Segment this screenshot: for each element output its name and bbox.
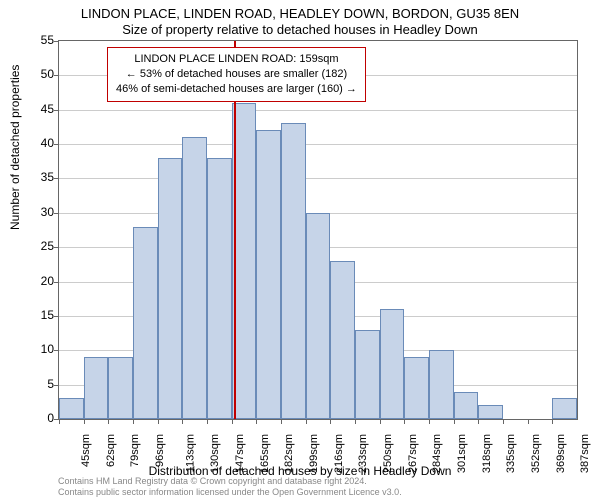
y-tick-label: 50 xyxy=(14,67,54,81)
histogram-bar xyxy=(133,227,158,419)
histogram-bar xyxy=(108,357,133,419)
histogram-bar xyxy=(207,158,232,419)
y-tick-label: 25 xyxy=(14,239,54,253)
histogram-bar xyxy=(84,357,109,419)
histogram-bar xyxy=(306,213,331,419)
y-tick-label: 10 xyxy=(14,342,54,356)
x-tick-mark xyxy=(281,419,282,424)
annotation-box: LINDON PLACE LINDEN ROAD: 159sqm ← 53% o… xyxy=(107,47,366,102)
gridline-h xyxy=(59,178,577,179)
x-tick-mark xyxy=(355,419,356,424)
chart-title-main: LINDON PLACE, LINDEN ROAD, HEADLEY DOWN,… xyxy=(0,6,600,21)
gridline-h xyxy=(59,144,577,145)
y-tick-mark xyxy=(54,247,59,248)
x-tick-label: 301sqm xyxy=(456,434,468,473)
x-tick-label: 318sqm xyxy=(481,434,493,473)
x-tick-label: 267sqm xyxy=(407,434,419,473)
x-tick-label: 216sqm xyxy=(333,434,345,473)
chart-container: LINDON PLACE, LINDEN ROAD, HEADLEY DOWN,… xyxy=(0,0,600,500)
histogram-bar xyxy=(429,350,454,419)
x-tick-mark xyxy=(306,419,307,424)
x-tick-mark xyxy=(232,419,233,424)
annotation-line3: 46% of semi-detached houses are larger (… xyxy=(116,82,357,97)
y-tick-mark xyxy=(54,316,59,317)
y-tick-mark xyxy=(54,385,59,386)
x-tick-label: 233sqm xyxy=(357,434,369,473)
y-tick-label: 30 xyxy=(14,205,54,219)
histogram-bar xyxy=(404,357,429,419)
x-tick-label: 147sqm xyxy=(234,434,246,473)
x-tick-mark xyxy=(256,419,257,424)
y-tick-label: 35 xyxy=(14,170,54,184)
x-tick-mark xyxy=(133,419,134,424)
x-tick-label: 62sqm xyxy=(105,434,117,467)
x-tick-mark xyxy=(182,419,183,424)
x-tick-mark xyxy=(108,419,109,424)
annotation-line2: ← 53% of detached houses are smaller (18… xyxy=(116,67,357,82)
y-tick-mark xyxy=(54,213,59,214)
histogram-bar xyxy=(256,130,281,419)
x-tick-label: 335sqm xyxy=(505,434,517,473)
histogram-bar xyxy=(59,398,84,419)
x-tick-label: 182sqm xyxy=(283,434,295,473)
x-tick-label: 79sqm xyxy=(129,434,141,467)
gridline-h xyxy=(59,110,577,111)
x-tick-label: 96sqm xyxy=(154,434,166,467)
x-tick-label: 199sqm xyxy=(308,434,320,473)
x-tick-mark xyxy=(528,419,529,424)
histogram-bar xyxy=(158,158,183,419)
histogram-bar xyxy=(454,392,479,419)
y-tick-label: 40 xyxy=(14,136,54,150)
y-tick-label: 55 xyxy=(14,33,54,47)
histogram-bar xyxy=(380,309,405,419)
x-tick-mark xyxy=(84,419,85,424)
x-tick-label: 130sqm xyxy=(209,434,221,473)
histogram-bar xyxy=(281,123,306,419)
footer-line1: Contains HM Land Registry data © Crown c… xyxy=(58,476,402,487)
histogram-bar xyxy=(182,137,207,419)
y-tick-mark xyxy=(54,75,59,76)
x-tick-label: 369sqm xyxy=(555,434,567,473)
x-tick-mark xyxy=(429,419,430,424)
histogram-bar xyxy=(355,330,380,419)
y-tick-mark xyxy=(54,110,59,111)
y-tick-label: 45 xyxy=(14,102,54,116)
x-tick-mark xyxy=(59,419,60,424)
x-tick-label: 113sqm xyxy=(184,434,196,472)
y-tick-mark xyxy=(54,41,59,42)
y-tick-mark xyxy=(54,282,59,283)
y-tick-label: 0 xyxy=(14,411,54,425)
x-tick-label: 250sqm xyxy=(382,434,394,473)
x-tick-mark xyxy=(552,419,553,424)
x-tick-mark xyxy=(207,419,208,424)
y-tick-mark xyxy=(54,144,59,145)
y-tick-label: 15 xyxy=(14,308,54,322)
y-tick-label: 20 xyxy=(14,274,54,288)
x-tick-mark xyxy=(503,419,504,424)
histogram-bar xyxy=(478,405,503,419)
footer-line2: Contains public sector information licen… xyxy=(58,487,402,498)
y-tick-mark xyxy=(54,178,59,179)
x-tick-mark xyxy=(478,419,479,424)
x-tick-label: 45sqm xyxy=(80,434,92,467)
x-tick-mark xyxy=(404,419,405,424)
x-tick-mark xyxy=(158,419,159,424)
y-tick-mark xyxy=(54,350,59,351)
plot-area: LINDON PLACE LINDEN ROAD: 159sqm ← 53% o… xyxy=(58,40,578,420)
x-tick-label: 387sqm xyxy=(579,434,591,473)
x-tick-mark xyxy=(454,419,455,424)
x-tick-label: 352sqm xyxy=(530,434,542,473)
x-tick-label: 165sqm xyxy=(259,434,271,473)
y-tick-label: 5 xyxy=(14,377,54,391)
annotation-line1: LINDON PLACE LINDEN ROAD: 159sqm xyxy=(116,52,357,67)
footer-attribution: Contains HM Land Registry data © Crown c… xyxy=(58,476,402,498)
x-tick-mark xyxy=(330,419,331,424)
chart-title-sub: Size of property relative to detached ho… xyxy=(0,22,600,37)
x-tick-mark xyxy=(380,419,381,424)
histogram-bar xyxy=(330,261,355,419)
histogram-bar xyxy=(552,398,577,419)
x-tick-label: 284sqm xyxy=(431,434,443,473)
